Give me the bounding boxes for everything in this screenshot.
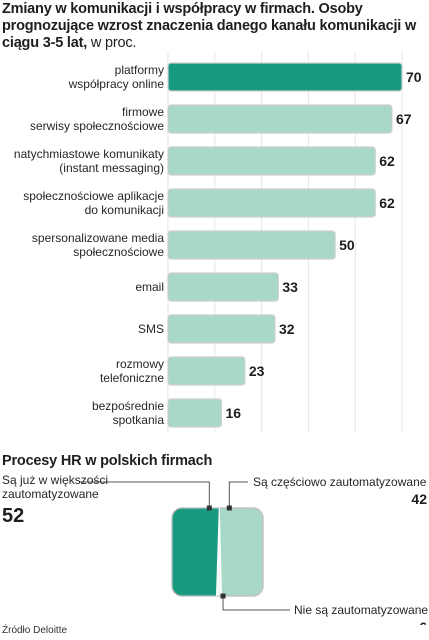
category-label-4-1: społecznościowe bbox=[73, 245, 164, 259]
bar-0 bbox=[167, 62, 403, 92]
bar-row-2: 62 natychmiastowe komunikaty(instant mess… bbox=[14, 146, 395, 176]
category-label-1-0: firmowe bbox=[122, 105, 164, 119]
category-label-6-0: SMS bbox=[138, 322, 164, 336]
chart1-title: Zmiany w komunikacji i współpracy w firm… bbox=[2, 1, 427, 52]
bar-2 bbox=[167, 146, 376, 176]
hr-divider-1 bbox=[215, 507, 220, 597]
slice-label-2-0: Nie są zautomatyzowane bbox=[294, 603, 428, 617]
bar-value-label-5: 33 bbox=[282, 279, 298, 295]
category-label-1-1: serwisy społecznościowe bbox=[30, 119, 164, 133]
leader-majority bbox=[79, 481, 210, 508]
source-note: Źródło Deloitte bbox=[2, 625, 68, 636]
bar-5 bbox=[167, 272, 279, 302]
category-label-0-0: platformy bbox=[115, 63, 164, 77]
category-label-7-0: rozmowy bbox=[116, 357, 164, 371]
bar-value-label-4: 50 bbox=[339, 237, 355, 253]
leader-none bbox=[222, 596, 290, 611]
chart1-title-text: Zmiany w komunikacji i współpracy w firm… bbox=[2, 1, 417, 51]
category-label-0-1: współpracy online bbox=[68, 77, 165, 91]
category-label-8-0: bezpośrednie bbox=[92, 399, 164, 413]
category-label-4-0: spersonalizowane media bbox=[32, 231, 164, 245]
bar-3 bbox=[167, 188, 376, 218]
bar-7 bbox=[167, 356, 246, 386]
hr-leaders bbox=[79, 481, 290, 611]
leader-partial bbox=[228, 481, 248, 508]
category-label-3-1: do komunikacji bbox=[85, 203, 164, 217]
slice-value-1: 42 bbox=[411, 491, 427, 507]
bar-value-label-7: 23 bbox=[249, 363, 265, 379]
hr-divider-2 bbox=[218, 507, 223, 597]
category-label-8-1: spotkania bbox=[113, 413, 165, 427]
slice-dark-majority bbox=[172, 508, 220, 596]
category-label-5-0: email bbox=[135, 280, 164, 294]
bar-1 bbox=[167, 104, 393, 134]
bar-row-6: 32 SMS bbox=[138, 314, 295, 344]
slice-value-0: 52 bbox=[2, 505, 24, 527]
chart2-title: Procesy HR w polskich firmach bbox=[2, 453, 213, 469]
bar-8 bbox=[167, 398, 223, 428]
bar-row-5: 33 email bbox=[135, 272, 298, 302]
slice-value-2: 6 bbox=[419, 619, 427, 625]
hr-outline bbox=[171, 507, 264, 597]
bar-value-label-3: 62 bbox=[379, 195, 395, 211]
category-label-7-1: telefoniczne bbox=[100, 371, 164, 385]
bar-value-label-8: 16 bbox=[225, 405, 241, 421]
slice-label-0-0: Są już w większości bbox=[2, 473, 108, 487]
bar-6 bbox=[167, 314, 276, 344]
category-label-2-1: (instant messaging) bbox=[59, 161, 164, 175]
bar-value-label-1: 67 bbox=[396, 111, 412, 127]
chart1-title-unit: w proc. bbox=[87, 35, 137, 51]
category-label-3-0: społecznościowe aplikacje bbox=[23, 189, 164, 203]
bar-value-label-0: 70 bbox=[406, 69, 422, 85]
leader-partial-dot bbox=[226, 505, 232, 511]
bar-4 bbox=[167, 230, 336, 260]
slice-label-0-1: zautomatyzowane bbox=[2, 487, 99, 501]
slice-label-1-0: Są częściowo zautomatyzowane bbox=[253, 475, 427, 489]
leader-majority-dot bbox=[206, 505, 212, 511]
channel-bar-chart: 0142842567070platformywspółpracy online6… bbox=[14, 52, 422, 432]
slice-white-none bbox=[216, 508, 222, 596]
leader-none-dot bbox=[220, 593, 226, 599]
category-label-2-0: natychmiastowe komunikaty bbox=[14, 147, 164, 161]
bar-value-label-6: 32 bbox=[279, 321, 295, 337]
bar-value-label-2: 62 bbox=[379, 153, 395, 169]
